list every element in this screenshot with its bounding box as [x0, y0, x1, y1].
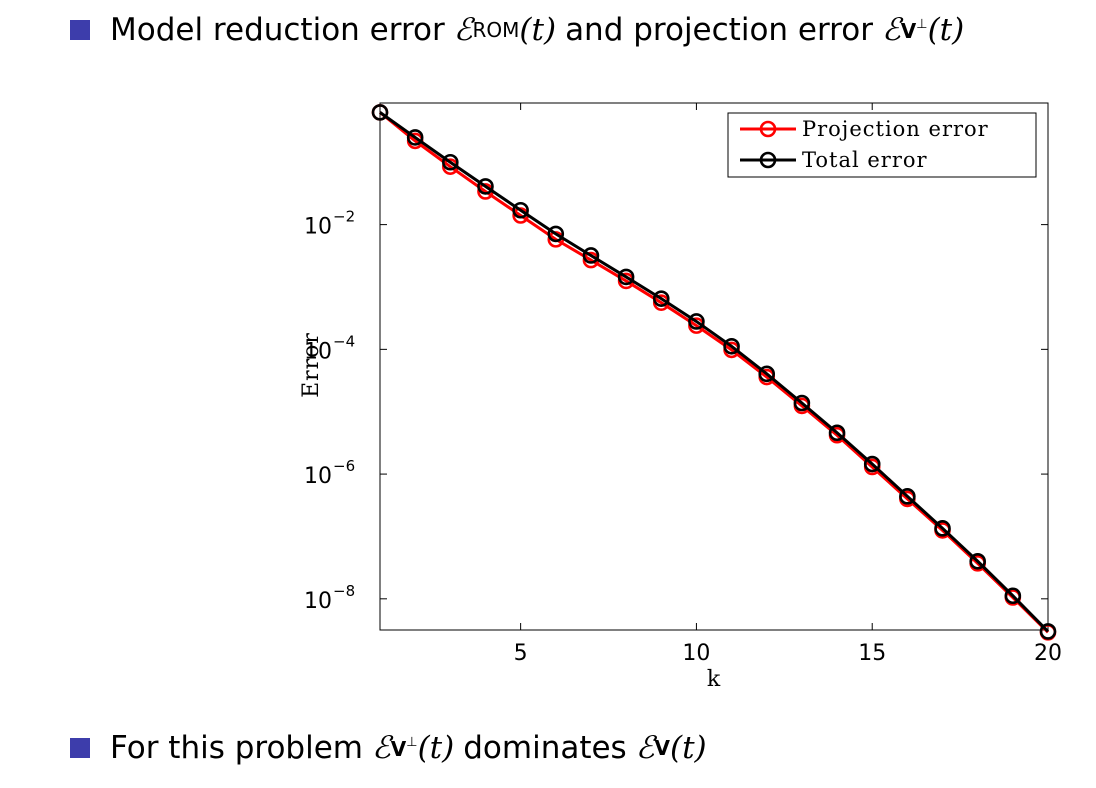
perp-error-symbol: ℰ	[371, 730, 391, 766]
bullet-square-icon	[70, 20, 90, 40]
series-1-point-6	[547, 225, 565, 243]
bullet-model-reduction: Model reduction error ℰ ROM (t) and projec…	[70, 6, 964, 54]
legend-label-0: Projection error	[802, 117, 989, 141]
series-1-point-19	[1004, 587, 1022, 605]
series-1-point-18	[969, 552, 986, 570]
legend: Projection error Total error	[727, 112, 1037, 178]
y-tick-exponent--8: −8	[333, 582, 355, 600]
perp-error-subscript: V	[390, 737, 407, 761]
bullet-dominance: For this problem ℰ V⊥ (t) dominates ℰ V (t)	[70, 724, 707, 772]
series-1-point-16	[899, 488, 916, 505]
series-1-point-13	[793, 394, 811, 412]
rom-error-symbol: ℰ	[453, 12, 473, 48]
perp-error-arg: (t)	[417, 730, 455, 766]
rom-arg: (t)	[519, 12, 557, 48]
perp-superscript: ⊥	[916, 17, 928, 32]
series-1-point-7	[582, 247, 600, 264]
x-tick-label-10: 10	[682, 641, 710, 666]
projection-arg: (t)	[927, 12, 965, 48]
series-1-point-20	[1039, 623, 1057, 640]
series-1-point-1	[371, 104, 389, 121]
series-1-point-9	[652, 290, 670, 307]
bullet2-text-a: For this problem	[110, 730, 363, 766]
series-1-point-4	[477, 178, 494, 195]
bullet-square-icon	[70, 738, 90, 758]
legend-box	[727, 112, 1037, 178]
rom-subscript: ROM	[472, 18, 520, 42]
y-tick-exponent--6: −6	[333, 457, 355, 475]
legend-marker-0	[759, 120, 777, 138]
series-1-point-5	[512, 201, 529, 219]
x-axis-label: k	[707, 667, 721, 692]
series-1-point-12	[758, 365, 776, 383]
v-error-subscript: V	[654, 736, 670, 760]
series-1-point-8	[617, 268, 635, 286]
series-1-point-2	[406, 129, 424, 146]
y-axis-label: Error	[299, 332, 324, 398]
bullet2-text-b: dominates	[463, 730, 627, 766]
bullet1-text-a: Model reduction error	[110, 12, 445, 48]
perp-error-superscript: ⊥	[406, 735, 418, 750]
projection-error-symbol: ℰ	[881, 12, 901, 48]
plot-frame	[379, 102, 1049, 631]
y-tick-label--2: 10	[304, 215, 332, 240]
series-1-point-14	[828, 424, 846, 442]
y-tick-exponent--2: −2	[333, 208, 355, 226]
v-error-symbol: ℰ	[635, 730, 655, 766]
legend-marker-1	[759, 151, 777, 169]
y-tick-label--4: 10	[304, 339, 332, 364]
series-1-point-15	[863, 455, 881, 473]
y-tick-label--6: 10	[304, 464, 332, 489]
x-tick-label-15: 15	[858, 641, 886, 666]
projection-subscript: V	[900, 19, 917, 43]
bullet1-text-b: and projection error	[565, 12, 873, 48]
series-1-point-3	[442, 153, 459, 171]
y-tick-exponent--4: −4	[333, 332, 355, 350]
v-error-arg: (t)	[669, 730, 707, 766]
y-tick-label--8: 10	[304, 589, 332, 614]
x-tick-label-5: 5	[514, 641, 528, 666]
x-tick-label-20: 20	[1034, 641, 1062, 666]
plot-series	[371, 104, 1057, 641]
series-1-point-11	[723, 337, 740, 355]
series-1-point-10	[688, 313, 705, 330]
series-1-point-17	[934, 520, 951, 537]
legend-label-1: Total error	[802, 148, 928, 172]
